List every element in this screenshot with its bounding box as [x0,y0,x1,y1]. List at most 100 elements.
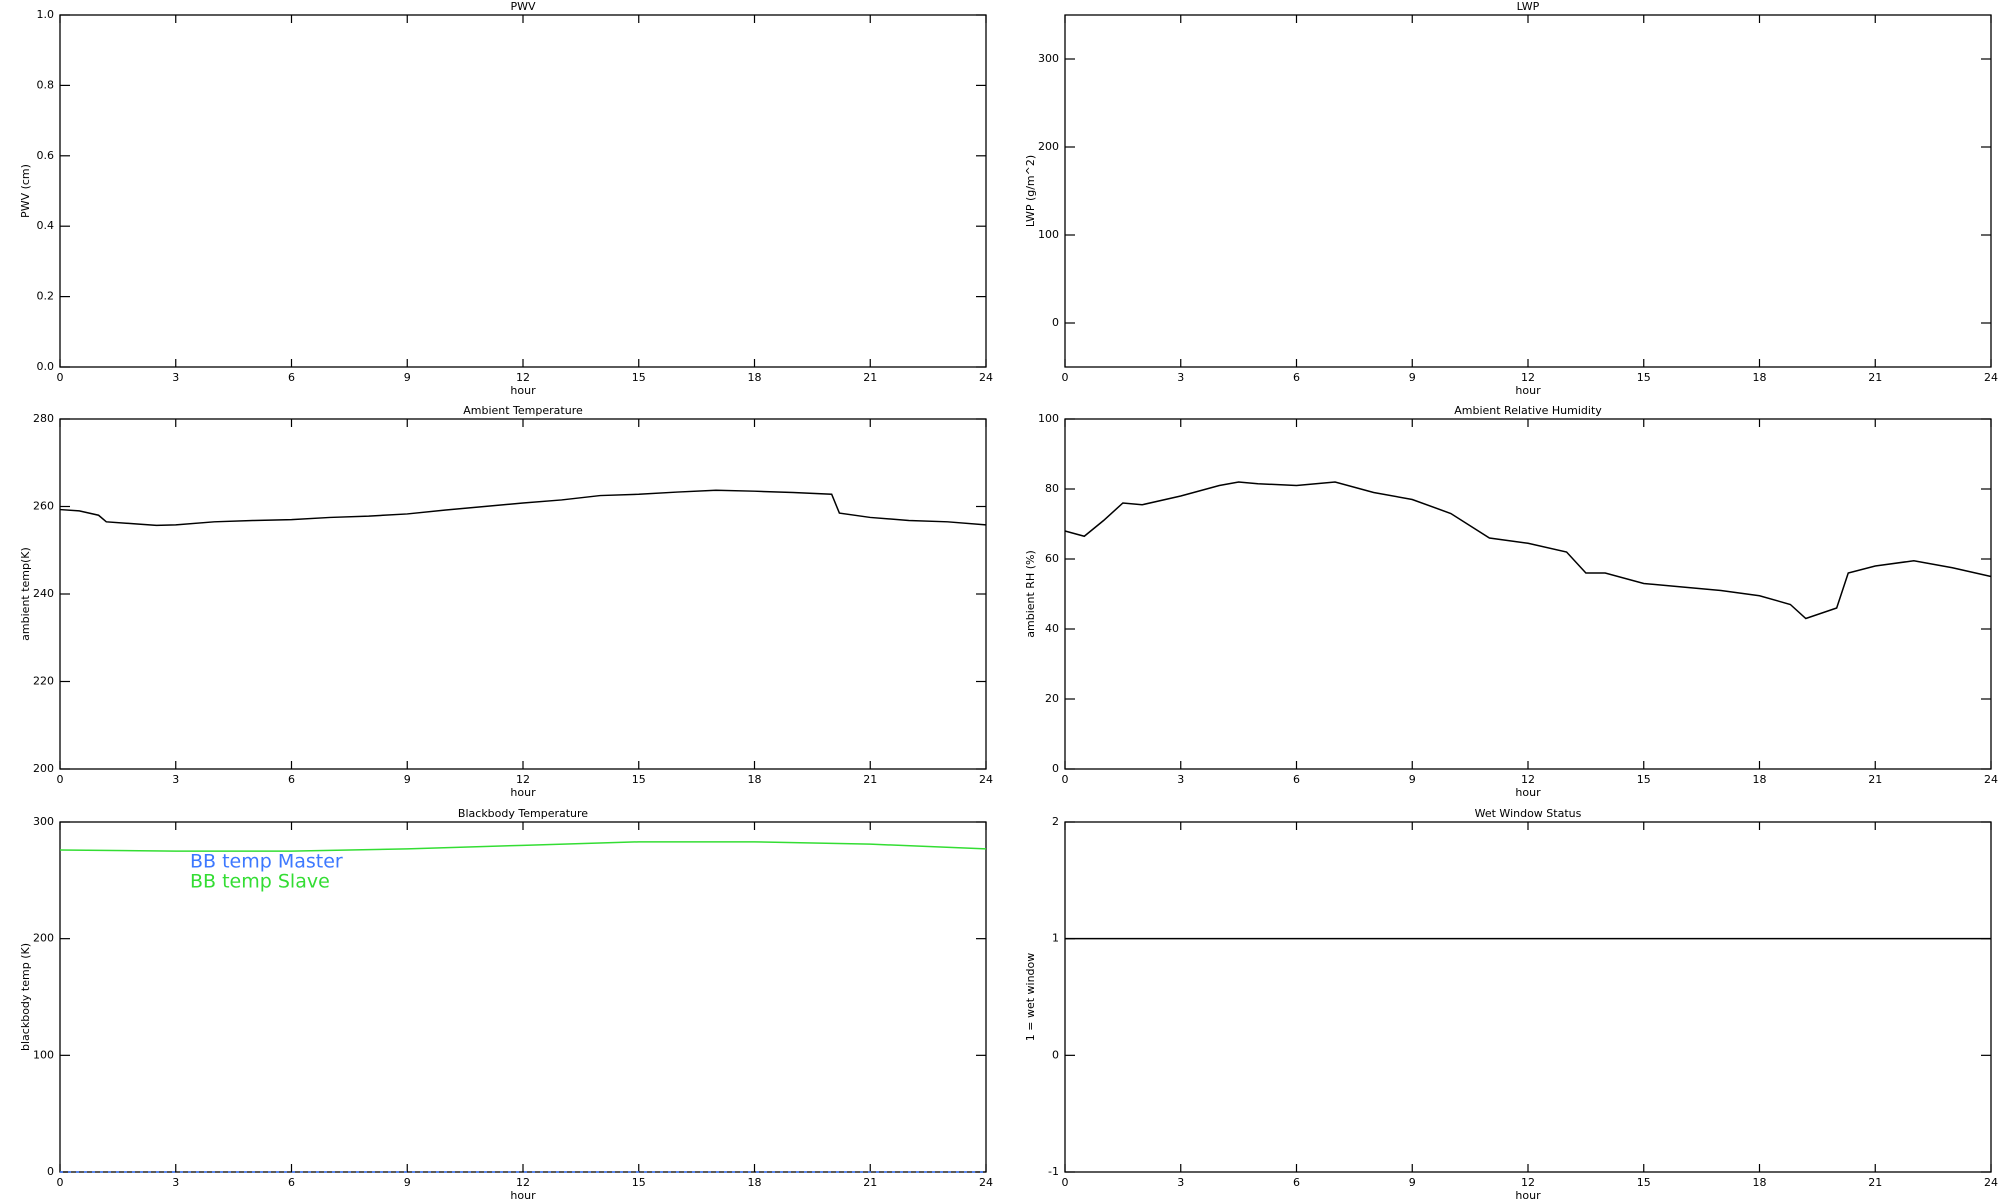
x-tick-label: 6 [1293,1176,1300,1189]
x-tick-label: 0 [57,1176,64,1189]
x-tick-label: 0 [1062,773,1069,786]
x-axis-label: hour [1515,384,1541,397]
x-tick-label: 24 [979,371,993,384]
y-tick-label: 100 [33,1048,54,1061]
x-tick-label: 18 [748,773,762,786]
x-tick-label: 21 [863,371,877,384]
y-tick-label: 220 [33,675,54,688]
x-tick-label: 12 [516,371,530,384]
plot-frame [59,14,987,368]
y-tick-label: 20 [1045,692,1059,705]
x-tick-label: 15 [1637,371,1651,384]
x-tick-label: 18 [748,371,762,384]
y-tick-label: 200 [33,932,54,945]
y-tick-label: 0.8 [37,78,55,91]
legend-entry: BB temp Slave [190,871,330,893]
y-tick-label: 0.0 [37,360,55,373]
panel-title: PWV [510,0,536,13]
x-tick-label: 21 [863,1176,877,1189]
series-line [59,841,987,852]
x-tick-label: 24 [979,1176,993,1189]
x-tick-label: 24 [979,773,993,786]
y-tick-label: 200 [33,762,54,775]
x-tick-label: 24 [1984,1176,1998,1189]
x-tick-label: 15 [1637,1176,1651,1189]
x-tick-label: 9 [404,773,411,786]
x-tick-label: 0 [57,371,64,384]
y-axis-label: LWP (g/m^2) [1024,155,1037,227]
x-tick-label: 6 [288,773,295,786]
x-tick-label: 12 [516,773,530,786]
x-tick-label: 12 [516,1176,530,1189]
x-tick-label: 3 [1177,371,1184,384]
plot-frame [1064,418,1992,770]
x-tick-label: 3 [172,371,179,384]
plot-frame [1064,821,1992,1173]
x-tick-label: 9 [1409,1176,1416,1189]
y-tick-label: 0 [1052,316,1059,329]
x-tick-label: 15 [632,773,646,786]
panel-title: Ambient Relative Humidity [1454,404,1602,417]
y-tick-label: 100 [1038,228,1059,241]
panel-title: Blackbody Temperature [458,807,588,820]
x-tick-label: 0 [1062,371,1069,384]
series-line [1064,481,1992,620]
x-tick-label: 18 [748,1176,762,1189]
x-tick-label: 21 [863,773,877,786]
y-tick-label: 0 [1052,1048,1059,1061]
plot-frame [59,418,987,770]
x-tick-label: 9 [404,371,411,384]
panel: PWV hour PWV (cm) 0 3 6 9 12 15 18 21 24 0.0 0.2 0.4 0.… [19,0,993,397]
y-tick-label: 0.6 [37,149,55,162]
x-tick-label: 21 [1868,773,1882,786]
panel: Ambient Relative Humidity hour ambient RH … [1024,404,1998,799]
x-tick-label: 15 [632,371,646,384]
y-axis-label: blackbody temp (K) [19,943,32,1051]
y-tick-label: 0.4 [37,219,55,232]
x-tick-label: 0 [57,773,64,786]
x-tick-label: 0 [1062,1176,1069,1189]
x-tick-label: 18 [1753,773,1767,786]
x-tick-label: 24 [1984,371,1998,384]
x-tick-label: 24 [1984,773,1998,786]
y-tick-label: 280 [33,412,54,425]
y-tick-label: 300 [1038,52,1059,65]
x-tick-label: 12 [1521,773,1535,786]
x-axis-label: hour [510,1189,536,1200]
x-tick-label: 9 [1409,773,1416,786]
panel-title: Ambient Temperature [463,404,583,417]
y-tick-label: 260 [33,500,54,513]
x-tick-label: 6 [1293,773,1300,786]
series-line [59,489,987,527]
y-tick-label: 40 [1045,622,1059,635]
panel: LWP hour LWP (g/m^2) 0 3 6 9 12 15 18 21 24 0 100 200 3… [1024,0,1998,397]
x-tick-label: 6 [1293,371,1300,384]
panel: Ambient Temperature hour ambient temp(K) 0 3… [19,404,993,799]
y-tick-label: 2 [1052,815,1059,828]
x-axis-label: hour [1515,1189,1541,1200]
x-tick-label: 3 [172,1176,179,1189]
x-tick-label: 12 [1521,1176,1535,1189]
panel: Blackbody Temperature hour blackbody temp … [19,807,993,1200]
y-tick-label: 240 [33,587,54,600]
legend-entry: BB temp Master [190,851,343,873]
plot-frame [1064,14,1992,368]
y-axis-label: ambient RH (%) [1024,550,1037,638]
y-axis-label: PWV (cm) [19,164,32,218]
y-tick-label: 1 [1052,932,1059,945]
x-axis-label: hour [510,384,536,397]
panel-title: LWP [1517,0,1540,13]
y-tick-label: 60 [1045,552,1059,565]
x-tick-label: 15 [632,1176,646,1189]
y-tick-label: 200 [1038,140,1059,153]
x-tick-label: 3 [1177,1176,1184,1189]
x-tick-label: 18 [1753,371,1767,384]
y-tick-label: 80 [1045,482,1059,495]
y-tick-label: 0 [47,1165,54,1178]
y-tick-label: 100 [1038,412,1059,425]
x-tick-label: 6 [288,371,295,384]
x-tick-label: 21 [1868,1176,1882,1189]
x-tick-label: 3 [172,773,179,786]
x-tick-label: 6 [288,1176,295,1189]
